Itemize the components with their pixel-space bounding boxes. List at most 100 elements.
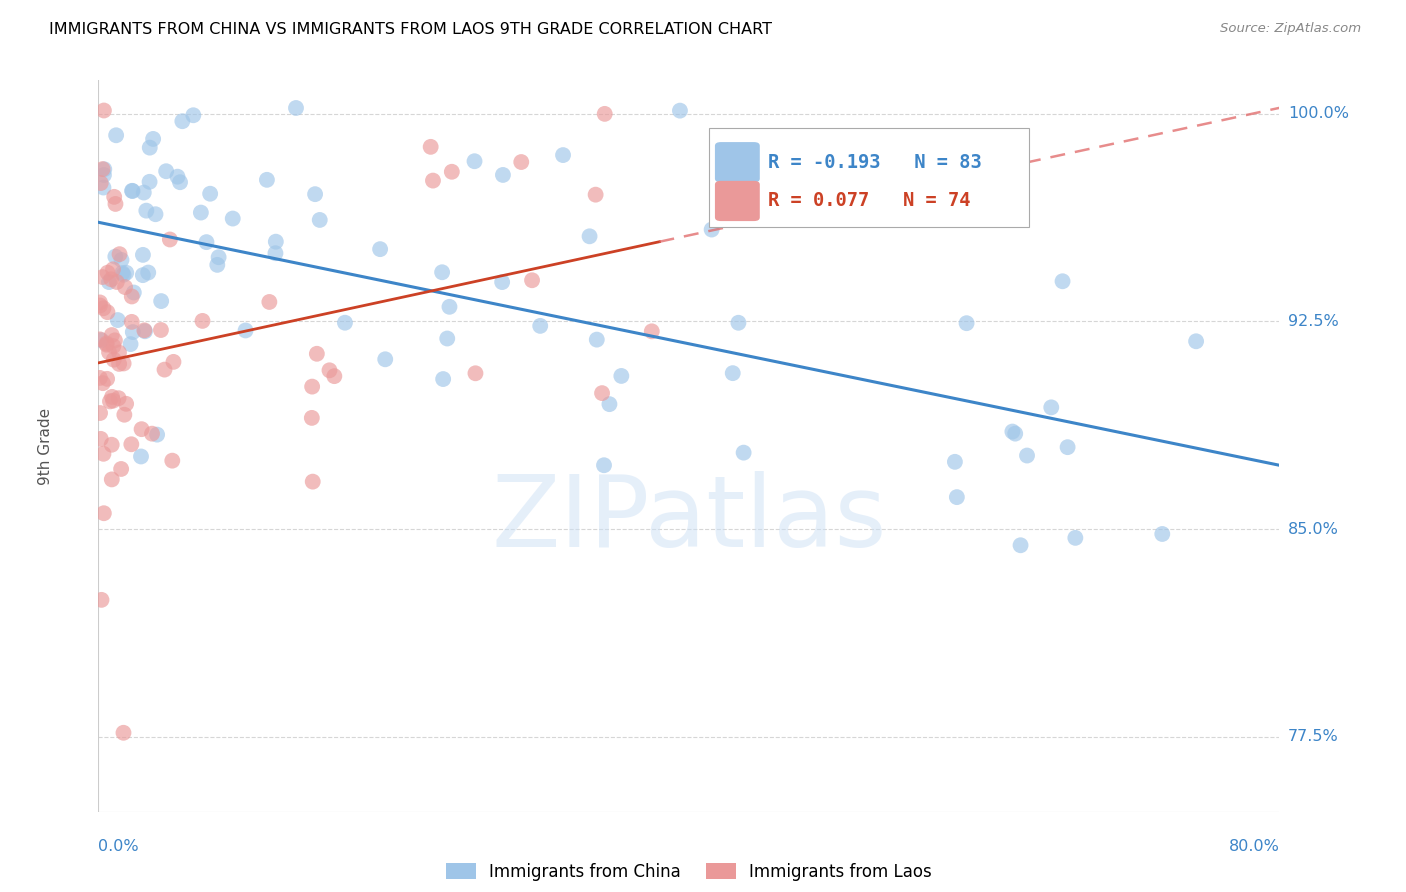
- Point: [301, 410, 323, 425]
- Point: [259, 295, 281, 310]
- Point: [120, 337, 142, 351]
- Point: [93, 180, 115, 194]
- Point: [135, 203, 157, 218]
- Point: [98, 394, 121, 409]
- Point: [150, 294, 173, 309]
- Point: [463, 154, 485, 169]
- Point: [121, 184, 143, 198]
- Point: [96, 337, 118, 351]
- Point: [93, 162, 115, 177]
- Point: [1040, 401, 1063, 415]
- Point: [132, 248, 155, 262]
- Point: [946, 490, 969, 504]
- Point: [121, 289, 143, 303]
- Point: [436, 331, 458, 345]
- Point: [105, 128, 128, 143]
- Point: [107, 391, 129, 405]
- Point: [91, 162, 114, 177]
- Point: [93, 103, 115, 118]
- Point: [207, 250, 229, 264]
- Point: [1152, 527, 1174, 541]
- Point: [155, 164, 177, 178]
- Point: [121, 184, 143, 198]
- Point: [1001, 425, 1024, 439]
- Point: [103, 339, 125, 353]
- Point: [108, 247, 131, 261]
- Point: [96, 336, 118, 351]
- Point: [112, 356, 135, 370]
- Text: 80.0%: 80.0%: [1229, 839, 1279, 855]
- Point: [121, 315, 143, 329]
- Point: [108, 357, 131, 371]
- Text: 77.5%: 77.5%: [1288, 730, 1339, 745]
- Point: [169, 175, 191, 189]
- Point: [90, 592, 112, 607]
- Point: [1010, 538, 1032, 552]
- Text: 0.0%: 0.0%: [98, 839, 139, 855]
- Point: [146, 427, 169, 442]
- Point: [101, 472, 124, 486]
- Point: [195, 235, 218, 249]
- Point: [142, 132, 165, 146]
- FancyBboxPatch shape: [709, 128, 1029, 227]
- Point: [700, 222, 723, 236]
- Point: [301, 475, 323, 489]
- Point: [578, 229, 600, 244]
- Point: [190, 205, 212, 219]
- Point: [198, 186, 221, 201]
- Text: R = -0.193   N = 83: R = -0.193 N = 83: [768, 153, 981, 171]
- Point: [91, 270, 114, 285]
- Point: [129, 450, 152, 464]
- Point: [98, 275, 121, 289]
- Point: [112, 268, 135, 282]
- Point: [141, 426, 163, 441]
- Point: [89, 332, 111, 346]
- Point: [89, 295, 111, 310]
- Point: [93, 301, 115, 316]
- Point: [285, 101, 308, 115]
- Point: [110, 462, 132, 476]
- Point: [593, 107, 616, 121]
- Point: [610, 368, 633, 383]
- Point: [115, 397, 138, 411]
- Text: 9th Grade: 9th Grade: [38, 408, 53, 484]
- Point: [93, 447, 115, 461]
- Point: [104, 197, 127, 211]
- Point: [108, 345, 131, 359]
- Point: [1056, 440, 1078, 454]
- Point: [101, 262, 124, 277]
- Point: [422, 173, 444, 187]
- Point: [132, 186, 155, 200]
- Point: [318, 363, 340, 377]
- Point: [1185, 334, 1208, 349]
- Point: [136, 266, 159, 280]
- Point: [943, 455, 966, 469]
- Point: [323, 369, 346, 384]
- Point: [1015, 449, 1038, 463]
- Text: ZIPatlas: ZIPatlas: [491, 471, 887, 567]
- Point: [492, 168, 515, 182]
- Point: [333, 316, 356, 330]
- Point: [159, 232, 181, 246]
- Point: [111, 266, 134, 280]
- Point: [669, 103, 692, 118]
- Point: [1052, 274, 1074, 288]
- Point: [207, 258, 229, 272]
- Legend: Immigrants from China, Immigrants from Laos: Immigrants from China, Immigrants from L…: [439, 856, 939, 888]
- Text: 85.0%: 85.0%: [1288, 522, 1339, 537]
- Point: [101, 390, 124, 404]
- Point: [139, 141, 162, 155]
- Point: [131, 422, 153, 436]
- Point: [235, 323, 257, 337]
- Point: [110, 252, 132, 267]
- Point: [374, 352, 396, 367]
- Point: [598, 397, 620, 411]
- Point: [138, 175, 160, 189]
- Point: [101, 393, 124, 408]
- Point: [104, 334, 127, 348]
- Point: [222, 211, 245, 226]
- Point: [529, 318, 551, 333]
- Point: [98, 345, 121, 359]
- Text: 100.0%: 100.0%: [1288, 106, 1348, 121]
- Point: [162, 453, 184, 467]
